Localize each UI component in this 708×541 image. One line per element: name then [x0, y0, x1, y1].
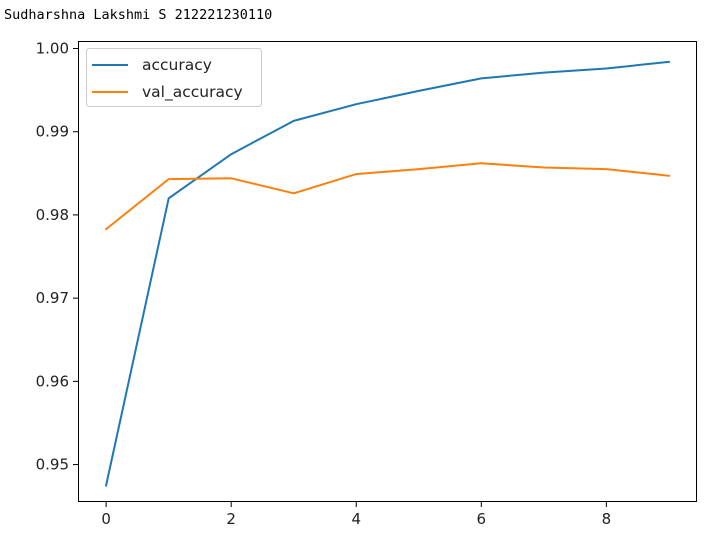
y-tick-label: 0.97 [36, 289, 69, 307]
axis-ticks-layer: 0 2 4 6 8 0.95 0.96 0.97 0.98 0.99 1.00 [36, 39, 612, 528]
x-tick-label: 4 [351, 510, 361, 528]
x-tick-label: 0 [101, 510, 111, 528]
axes-frame [78, 41, 697, 502]
y-tick-label: 0.96 [36, 372, 69, 390]
accuracy-series-line [104, 60, 671, 487]
legend-label: accuracy [142, 56, 212, 74]
y-tick-label: 0.98 [36, 206, 69, 224]
legend-label: val_accuracy [142, 83, 243, 102]
val-accuracy-series-line [104, 162, 671, 231]
x-tick-label: 8 [602, 510, 612, 528]
notebook-output-caption: Sudharshna Lakshmi S 212221230110 [4, 7, 273, 23]
legend-box [86, 48, 262, 107]
x-tick-label: 2 [226, 510, 236, 528]
y-tick-label: 1.00 [36, 39, 69, 57]
y-tick-label: 0.95 [36, 456, 69, 474]
y-tick-label: 0.99 [36, 123, 69, 141]
x-tick-label: 6 [477, 510, 487, 528]
legend: accuracy val_accuracy [86, 48, 262, 107]
series-layer [104, 60, 671, 487]
